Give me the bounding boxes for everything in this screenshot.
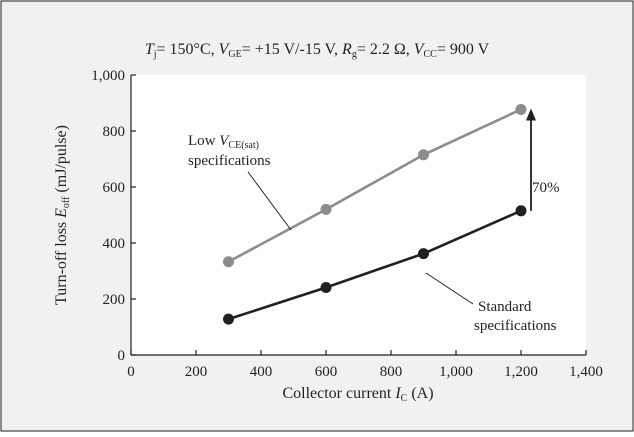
- y-tick-label: 1,000: [91, 68, 125, 84]
- title-vcc-symbol: V: [414, 41, 426, 58]
- x-tick-label: 200: [185, 364, 208, 380]
- y-tick-label: 600: [103, 180, 126, 196]
- series-label-low-prefix: Low: [188, 133, 219, 149]
- data-point-std: [515, 205, 527, 217]
- data-point-std: [418, 248, 429, 260]
- y-axis-label-unit: (mJ/pulse): [53, 125, 70, 197]
- data-point-low: [223, 256, 234, 268]
- series-label-low-leader: [247, 171, 292, 231]
- series-label-low-line1: Low VCE(sat): [188, 133, 259, 151]
- y-tick-label: 0: [118, 348, 126, 364]
- increase-arrow-head: [526, 108, 536, 121]
- x-tick-label: 0: [127, 364, 135, 380]
- title-tj-subscript: j: [153, 49, 157, 60]
- x-tick-label: 800: [380, 364, 403, 380]
- x-axis-label-sub: C: [401, 393, 408, 404]
- series-line-low: [227, 108, 522, 263]
- x-tick-label: 400: [250, 364, 273, 380]
- x-tick-label: 1,400: [569, 364, 603, 380]
- series-label-std-line1: Standard: [478, 299, 532, 315]
- y-axis-label-sub: off: [61, 196, 72, 208]
- data-point-std: [223, 313, 234, 325]
- title-vcc-subscript: CC: [424, 49, 438, 60]
- x-axis-label-unit: (A): [407, 385, 433, 402]
- x-axis-label: Collector current IC (A): [282, 385, 433, 404]
- title-tj-symbol: T: [145, 41, 155, 58]
- y-axis-label: Turn-off loss Eoff (mJ/pulse): [53, 125, 72, 305]
- series-label-std-line2: specifications: [474, 318, 557, 334]
- series-label-low-sub: CE(sat): [228, 140, 259, 151]
- title-vge-symbol: V: [219, 41, 231, 58]
- x-tick-label: 1,200: [504, 364, 538, 380]
- title-vge-value: = +15 V/-15 V,: [242, 41, 342, 58]
- data-point-low: [515, 103, 527, 115]
- increase-annotation-label: 70%: [532, 180, 560, 196]
- axis-ticks: 0 200 400 600 800 1,000 1,200 1,400 0 200 400 600 80…: [91, 68, 603, 380]
- series-label-low-line2: specifications: [188, 153, 271, 169]
- series-label-std-leader: [425, 272, 474, 305]
- data-point-low: [320, 203, 332, 215]
- data-point-std: [320, 282, 332, 294]
- title-rg-subscript: g: [352, 49, 357, 60]
- y-axis-label-text: Turn-off loss: [53, 218, 70, 305]
- x-axis-label-text: Collector current: [282, 385, 395, 402]
- series-line-std: [228, 209, 522, 321]
- y-tick-label: 800: [103, 124, 126, 140]
- title-vcc-value: = 900 V: [437, 41, 490, 58]
- y-tick-label: 400: [103, 236, 126, 252]
- y-tick-label: 200: [103, 292, 126, 308]
- title-vge-subscript: GE: [228, 49, 241, 60]
- title-rg-value: = 2.2 Ω,: [357, 41, 414, 58]
- series-layer: [223, 103, 527, 325]
- data-point-low: [418, 149, 429, 161]
- title-tj-value: = 150°C,: [157, 41, 219, 58]
- x-axis-label-var: I: [394, 385, 401, 402]
- chart-title: Tj= 150°C, VGE= +15 V/-15 V, Rg= 2.2 Ω, …: [145, 41, 490, 60]
- series-label-low-var: V: [219, 133, 230, 149]
- x-tick-label: 1,000: [439, 364, 473, 380]
- title-rg-symbol: R: [341, 41, 352, 58]
- y-axis-label-var: E: [53, 208, 70, 219]
- x-tick-label: 600: [315, 364, 338, 380]
